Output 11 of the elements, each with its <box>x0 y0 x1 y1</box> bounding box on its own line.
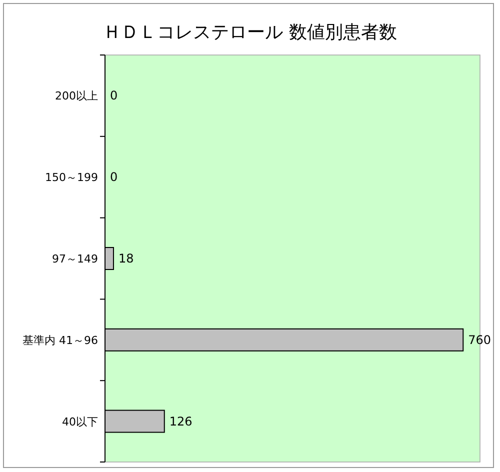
title: ＨＤＬコレステロール 数値別患者数 <box>103 22 397 43</box>
y-tick-label: 基準内 41～96 <box>22 334 98 347</box>
y-tick-label: 200以上 <box>55 90 98 103</box>
data-label: 0 <box>110 88 118 103</box>
y-tick-label: 40以下 <box>62 415 98 428</box>
data-label: 126 <box>169 414 192 428</box>
data-label: 18 <box>118 252 134 266</box>
y-tick-label: 97～149 <box>52 252 98 266</box>
data-label: 760 <box>468 332 492 347</box>
data-label: 0 <box>110 170 118 184</box>
y-tick-label: 150～199 <box>45 171 98 184</box>
